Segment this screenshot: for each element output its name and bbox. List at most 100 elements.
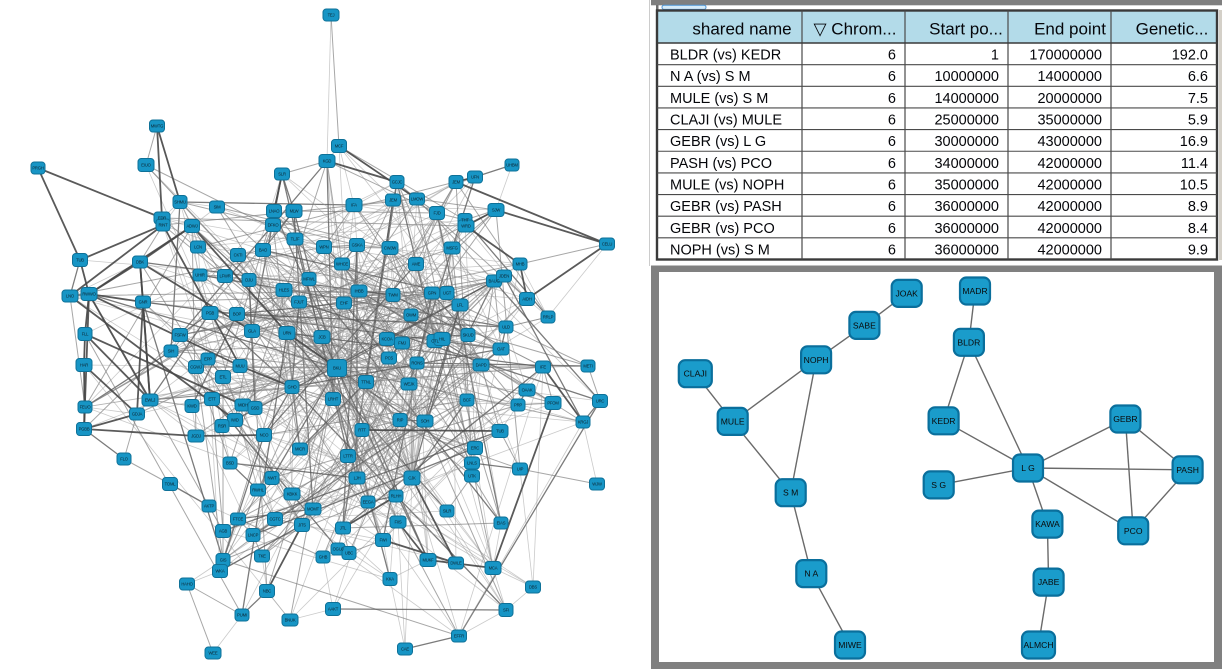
svg-text:IFA: IFA bbox=[351, 203, 357, 208]
svg-text:ADWJ: ADWJ bbox=[186, 224, 197, 229]
svg-text:ALMCH: ALMCH bbox=[1023, 640, 1053, 650]
svg-text:BAUG: BAUG bbox=[488, 279, 499, 284]
svg-text:6: 6 bbox=[888, 48, 896, 64]
svg-text:Genetic...: Genetic... bbox=[1136, 19, 1209, 38]
svg-text:20000000: 20000000 bbox=[1037, 91, 1102, 107]
svg-text:FLO: FLO bbox=[120, 457, 128, 462]
svg-text:MULE: MULE bbox=[721, 416, 745, 426]
svg-text:CGTC: CGTC bbox=[269, 517, 280, 522]
svg-text:192.0: 192.0 bbox=[1172, 48, 1208, 64]
svg-text:IWD: IWD bbox=[231, 418, 239, 423]
svg-text:AGB: AGB bbox=[219, 529, 228, 534]
svg-text:JGDJ: JGDJ bbox=[191, 434, 201, 439]
svg-text:MIWE: MIWE bbox=[838, 640, 862, 650]
svg-text:ULD: ULD bbox=[502, 325, 510, 330]
svg-text:ETT: ETT bbox=[208, 397, 216, 402]
svg-text:KCOA: KCOA bbox=[381, 337, 392, 342]
svg-text:ETL: ETL bbox=[219, 375, 227, 380]
svg-text:PCS: PCS bbox=[385, 356, 393, 361]
svg-text:EEGA: EEGA bbox=[363, 500, 374, 505]
svg-text:GEBR (vs) PASH: GEBR (vs) PASH bbox=[670, 199, 782, 215]
svg-text:SABE: SABE bbox=[853, 320, 876, 330]
svg-text:SFI: SFI bbox=[503, 608, 509, 613]
svg-text:GEBR (vs) PCO: GEBR (vs) PCO bbox=[670, 221, 775, 237]
svg-text:6: 6 bbox=[888, 242, 896, 258]
svg-text:NOPH: NOPH bbox=[804, 355, 829, 365]
svg-text:LFL: LFL bbox=[457, 303, 464, 308]
svg-text:35000000: 35000000 bbox=[934, 178, 999, 194]
svg-text:MUU: MUU bbox=[236, 364, 245, 369]
svg-text:MULE (vs) S M: MULE (vs) S M bbox=[670, 91, 768, 107]
svg-text:42000000: 42000000 bbox=[1037, 221, 1102, 237]
svg-text:BNUK: BNUK bbox=[285, 618, 296, 623]
svg-text:NCO: NCO bbox=[260, 433, 270, 438]
svg-text:LNO: LNO bbox=[66, 294, 75, 299]
svg-text:KKA: KKA bbox=[386, 577, 394, 582]
svg-text:10000000: 10000000 bbox=[934, 69, 999, 85]
svg-text:DJU: DJU bbox=[245, 278, 253, 283]
svg-text:LNAO: LNAO bbox=[269, 209, 281, 214]
svg-text:1: 1 bbox=[991, 48, 999, 64]
svg-text:14000000: 14000000 bbox=[934, 91, 999, 107]
svg-text:JDEN: JDEN bbox=[499, 274, 509, 279]
svg-text:▽ Chrom...: ▽ Chrom... bbox=[814, 19, 897, 38]
svg-text:DBS: DBS bbox=[529, 585, 537, 590]
svg-text:LTTR: LTTR bbox=[343, 454, 353, 459]
svg-text:CLAJI: CLAJI bbox=[684, 369, 707, 379]
svg-text:EPP: EPP bbox=[204, 357, 212, 362]
svg-text:6: 6 bbox=[888, 199, 896, 215]
svg-text:PGB: PGB bbox=[206, 311, 215, 316]
svg-text:FJD: FJD bbox=[433, 211, 440, 216]
svg-text:PUMI: PUMI bbox=[237, 613, 247, 618]
svg-text:PFOM: PFOM bbox=[547, 401, 559, 406]
svg-text:BKU: BKU bbox=[333, 366, 341, 371]
svg-text:SHMU: SHMU bbox=[174, 200, 186, 205]
svg-text:SILR: SILR bbox=[443, 509, 452, 514]
svg-text:KEDR: KEDR bbox=[932, 416, 956, 426]
svg-text:8.4: 8.4 bbox=[1188, 221, 1208, 237]
svg-text:KRGJ: KRGJ bbox=[578, 420, 588, 425]
svg-text:9.9: 9.9 bbox=[1188, 242, 1208, 258]
svg-text:EIAS: EIAS bbox=[497, 521, 506, 526]
svg-text:WJW: WJW bbox=[592, 482, 602, 487]
svg-text:UBC: UBC bbox=[345, 551, 353, 556]
svg-text:PRP: PRP bbox=[514, 403, 522, 408]
svg-text:GHO: GHO bbox=[288, 385, 298, 390]
svg-text:BLDR: BLDR bbox=[957, 337, 980, 347]
svg-text:RTT: RTT bbox=[358, 428, 366, 433]
svg-text:CJK: CJK bbox=[408, 476, 416, 481]
svg-text:HLES: HLES bbox=[279, 288, 290, 293]
svg-text:BAO: BAO bbox=[259, 248, 268, 253]
svg-text:S M: S M bbox=[783, 488, 798, 498]
svg-text:DFKO: DFKO bbox=[268, 223, 280, 228]
svg-text:RLHH: RLHH bbox=[391, 494, 402, 499]
svg-text:BOP: BOP bbox=[233, 312, 242, 317]
svg-text:42000000: 42000000 bbox=[1037, 242, 1102, 258]
svg-text:AIDH: AIDH bbox=[522, 297, 531, 302]
svg-text:14000000: 14000000 bbox=[1037, 69, 1102, 85]
svg-text:MSFG: MSFG bbox=[446, 246, 457, 251]
svg-text:DAPD: DAPD bbox=[476, 363, 487, 368]
svg-text:5.9: 5.9 bbox=[1188, 113, 1208, 129]
svg-text:HAR: HAR bbox=[80, 363, 88, 368]
svg-text:36000000: 36000000 bbox=[934, 242, 999, 258]
svg-text:RSR: RSR bbox=[218, 424, 226, 429]
svg-text:GSKA: GSKA bbox=[352, 243, 363, 248]
svg-text:TUB: TUB bbox=[76, 258, 84, 263]
svg-text:OAAK: OAAK bbox=[522, 388, 533, 393]
svg-text:RIP: RIP bbox=[397, 418, 404, 423]
svg-text:NBC: NBC bbox=[263, 589, 271, 594]
svg-text:UFN: UFN bbox=[471, 175, 479, 180]
svg-text:WRD: WRD bbox=[461, 224, 471, 229]
svg-text:MADR: MADR bbox=[962, 286, 987, 296]
svg-text:AAKT: AAKT bbox=[328, 607, 339, 612]
svg-text:MICR: MICR bbox=[295, 447, 305, 452]
svg-text:JTL: JTL bbox=[340, 526, 347, 531]
svg-text:MCF: MCF bbox=[335, 144, 344, 149]
svg-text:36000000: 36000000 bbox=[934, 199, 999, 215]
svg-text:6: 6 bbox=[888, 113, 896, 129]
svg-text:SLR: SLR bbox=[278, 172, 286, 177]
svg-text:RWWO: RWWO bbox=[82, 292, 96, 297]
svg-text:PASH: PASH bbox=[1176, 465, 1199, 475]
svg-text:SJW: SJW bbox=[492, 208, 500, 213]
